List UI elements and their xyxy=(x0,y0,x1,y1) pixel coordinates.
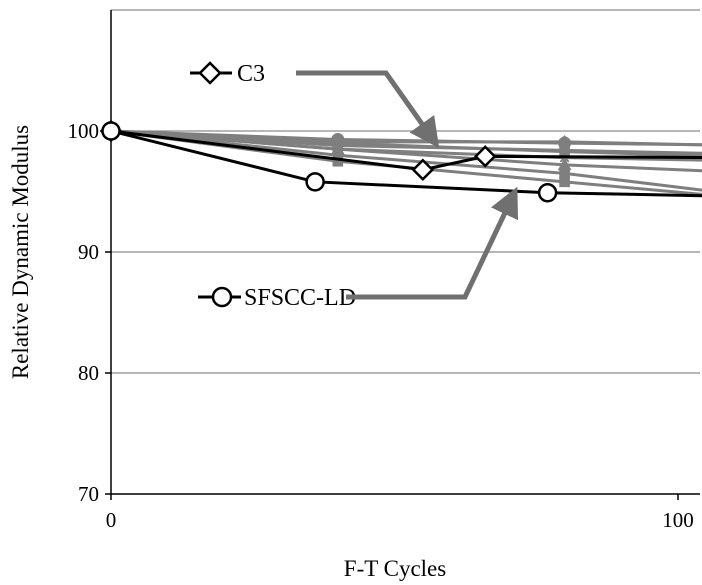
x-axis-title: F-T Cycles xyxy=(344,556,446,581)
y-axis-title: Relative Dynamic Modulus xyxy=(8,125,33,379)
data-point xyxy=(537,182,558,203)
background-series-1 xyxy=(105,125,702,196)
callout-sfscc-ld-arrow xyxy=(346,186,519,300)
series-line xyxy=(110,129,702,172)
axis-ticks: 7080901000100200300 xyxy=(68,119,694,532)
callout-sfscc-ld-marker xyxy=(211,286,233,308)
data-point xyxy=(101,121,121,141)
data-point xyxy=(411,158,435,181)
callout-sfscc-ld: SFSCC-LD xyxy=(198,186,519,311)
data-point xyxy=(305,172,325,192)
gridlines xyxy=(111,9,700,374)
highlighted-series-group xyxy=(99,119,702,203)
y-tick-label: 100 xyxy=(68,119,100,143)
series-line xyxy=(110,129,702,162)
callout-c3-marker xyxy=(198,61,222,85)
y-tick-label: 70 xyxy=(78,482,99,506)
data-point xyxy=(559,145,570,156)
x-tick-label: 100 xyxy=(662,508,694,532)
callout-sfscc-ld-label: SFSCC-LD xyxy=(244,285,356,311)
data-point xyxy=(557,157,572,171)
callout-c3-label: C3 xyxy=(237,61,265,87)
series-line xyxy=(110,129,702,192)
callout-c3: C3 xyxy=(190,61,440,149)
data-point xyxy=(332,140,344,151)
callout-c3-arrow xyxy=(296,70,440,149)
y-tick-label: 80 xyxy=(78,361,99,385)
data-point xyxy=(473,145,497,168)
series-sfscc-ld xyxy=(101,121,702,203)
series-line xyxy=(110,129,702,173)
x-tick-label: 0 xyxy=(106,508,117,532)
background-series-group xyxy=(104,123,702,196)
series-line xyxy=(110,129,702,198)
y-tick-label: 90 xyxy=(78,240,99,264)
background-series-4 xyxy=(105,125,702,164)
